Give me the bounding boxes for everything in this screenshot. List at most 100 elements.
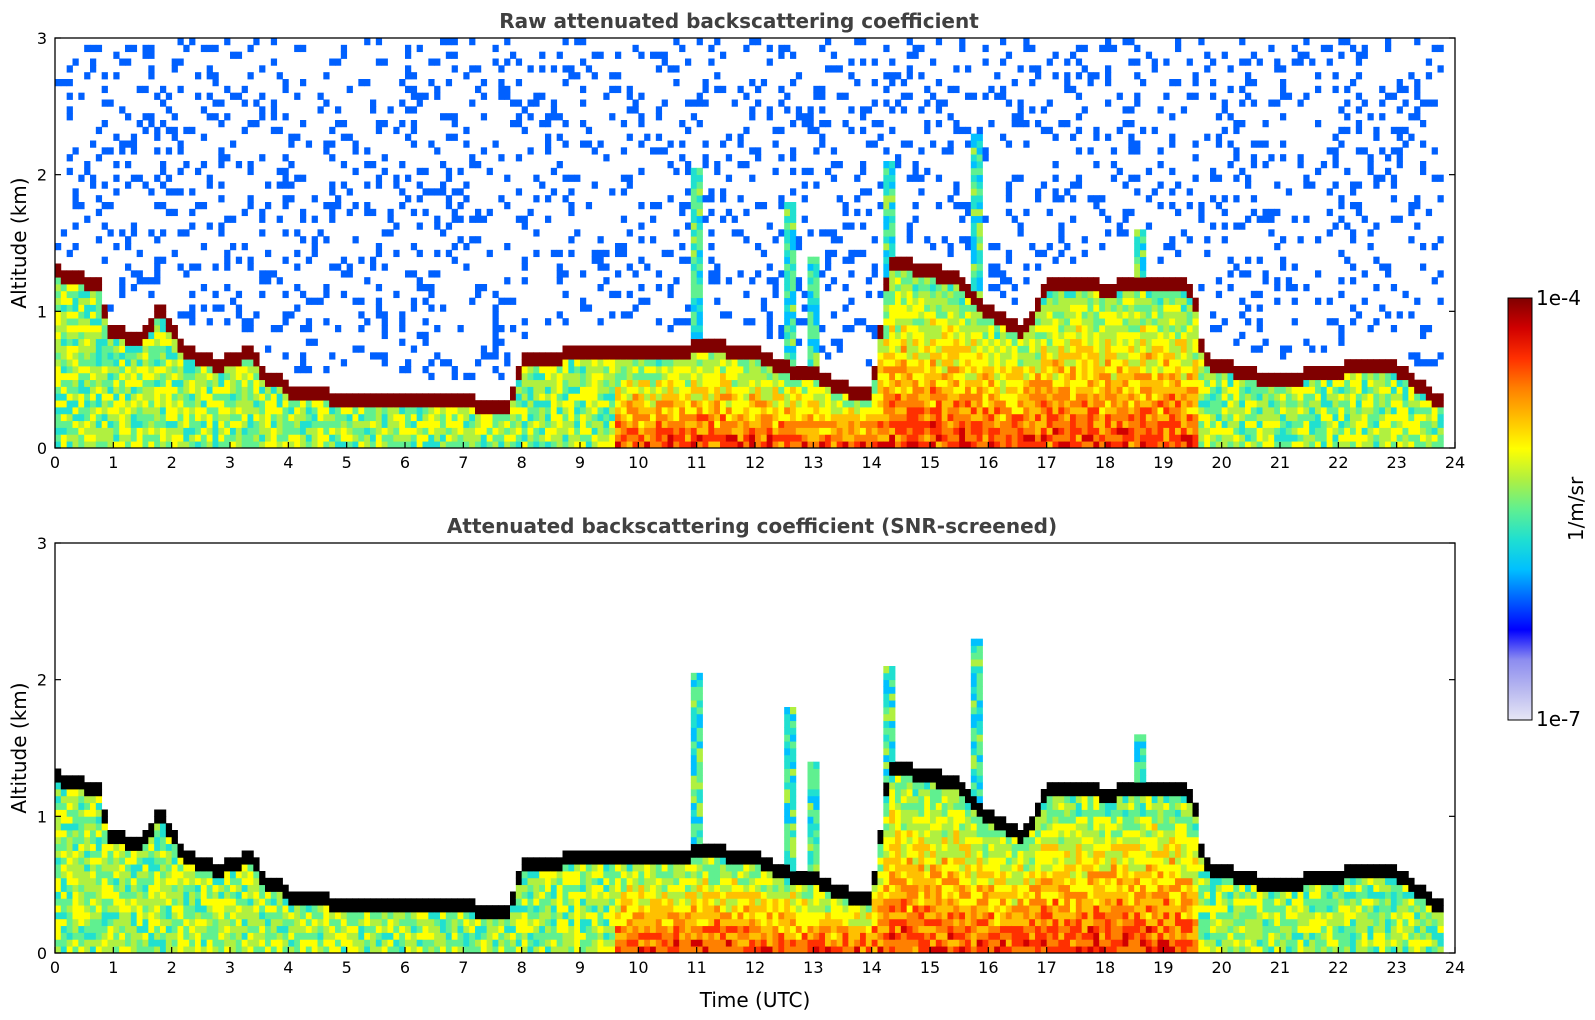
heatmap-cell xyxy=(696,263,703,271)
heatmap-cell xyxy=(1052,331,1059,340)
heatmap-cell xyxy=(399,338,406,346)
heatmap-cell xyxy=(259,420,266,428)
heatmap-cell xyxy=(469,297,476,305)
heatmap-cell xyxy=(912,44,919,53)
heatmap-cell xyxy=(1128,441,1135,449)
heatmap-cell xyxy=(620,420,628,428)
heatmap-cell xyxy=(1140,407,1147,415)
heatmap-cell xyxy=(708,386,715,394)
heatmap-cell xyxy=(1192,427,1199,435)
heatmap-cell xyxy=(265,427,272,435)
heatmap-cell xyxy=(976,407,983,415)
heatmap-cell xyxy=(317,229,324,237)
heatmap-cell xyxy=(865,420,873,428)
heatmap-cell xyxy=(1093,161,1100,169)
heatmap-cell xyxy=(924,434,931,442)
heatmap-cell xyxy=(66,386,73,394)
heatmap-cell xyxy=(1029,413,1036,422)
heatmap-cell xyxy=(1151,65,1158,73)
heatmap-cell xyxy=(206,427,213,435)
heatmap-cell xyxy=(1192,379,1199,387)
heatmap-cell xyxy=(988,400,995,408)
heatmap-cell xyxy=(550,372,558,381)
heatmap-cell xyxy=(976,161,983,169)
heatmap-cell xyxy=(195,167,202,176)
heatmap-cell xyxy=(801,120,808,128)
heatmap-cell xyxy=(72,441,79,449)
heatmap-cell xyxy=(585,407,593,415)
heatmap-cell xyxy=(1134,379,1141,387)
heatmap-cell xyxy=(405,441,412,449)
heatmap-cell xyxy=(60,372,68,381)
heatmap-cell xyxy=(965,243,972,251)
heatmap-cell xyxy=(195,407,202,415)
heatmap-cell xyxy=(492,427,499,435)
heatmap-cell xyxy=(247,202,254,210)
heatmap-cell xyxy=(1198,427,1205,435)
heatmap-cell xyxy=(1035,195,1042,203)
heatmap-cell xyxy=(766,113,773,121)
heatmap-cell xyxy=(1105,359,1112,367)
heatmap-cell xyxy=(130,372,138,381)
heatmap-cell xyxy=(696,174,703,182)
heatmap-cell xyxy=(1040,400,1048,408)
heatmap-cell xyxy=(1023,379,1030,387)
heatmap-cell xyxy=(953,400,960,408)
heatmap-cell xyxy=(632,99,639,107)
heatmap-cell xyxy=(597,140,604,148)
heatmap-cell xyxy=(865,441,873,449)
heatmap-cell xyxy=(994,338,1001,346)
heatmap-cell xyxy=(364,161,371,169)
heatmap-cell xyxy=(848,256,855,264)
heatmap-cell xyxy=(941,338,948,346)
heatmap-cell xyxy=(66,393,73,401)
heatmap-cell xyxy=(1145,434,1153,442)
heatmap-cell xyxy=(959,38,966,46)
heatmap-cell xyxy=(871,140,878,148)
heatmap-cell xyxy=(1221,420,1228,428)
heatmap-cell xyxy=(84,420,91,428)
heatmap-cell xyxy=(976,188,983,196)
heatmap-cell xyxy=(1040,420,1048,428)
heatmap-cell xyxy=(492,407,499,415)
heatmap-cell xyxy=(965,352,972,360)
heatmap-cell xyxy=(1046,290,1053,299)
heatmap-cell xyxy=(1070,379,1077,387)
heatmap-cell xyxy=(638,236,645,244)
heatmap-cell xyxy=(1192,407,1199,415)
heatmap-cell xyxy=(165,359,173,367)
heatmap-cell xyxy=(1087,304,1094,312)
heatmap-cell xyxy=(830,427,838,435)
heatmap-cell xyxy=(410,126,418,135)
heatmap-cell xyxy=(1093,407,1100,415)
heatmap-cell xyxy=(340,427,348,435)
heatmap-cell xyxy=(982,325,989,333)
heatmap-cell xyxy=(714,72,721,80)
heatmap-cell xyxy=(626,434,633,442)
heatmap-cell xyxy=(1070,331,1077,340)
heatmap-cell xyxy=(136,120,143,128)
heatmap-cell xyxy=(813,427,820,435)
heatmap-cell xyxy=(445,393,453,401)
heatmap-cell xyxy=(1105,413,1112,422)
heatmap-cell xyxy=(976,270,983,278)
heatmap-cell xyxy=(801,372,808,381)
heatmap-cell xyxy=(743,161,750,169)
heatmap-cell xyxy=(206,174,213,182)
heatmap-cell xyxy=(1046,331,1053,340)
heatmap-cell xyxy=(1227,441,1234,449)
heatmap-cell xyxy=(235,256,243,264)
heatmap-cell xyxy=(422,413,429,422)
heatmap-cell xyxy=(1122,325,1129,333)
heatmap-cell xyxy=(107,393,114,401)
heatmap-cell xyxy=(148,441,155,449)
heatmap-cell xyxy=(300,290,307,299)
heatmap-cell xyxy=(1180,379,1188,387)
heatmap-cell xyxy=(440,427,447,435)
heatmap-cell xyxy=(206,400,213,408)
heatmap-cell xyxy=(451,434,458,442)
heatmap-cell xyxy=(982,352,989,360)
heatmap-cell xyxy=(1186,434,1193,442)
heatmap-cell xyxy=(702,195,709,203)
heatmap-cell xyxy=(247,72,254,80)
